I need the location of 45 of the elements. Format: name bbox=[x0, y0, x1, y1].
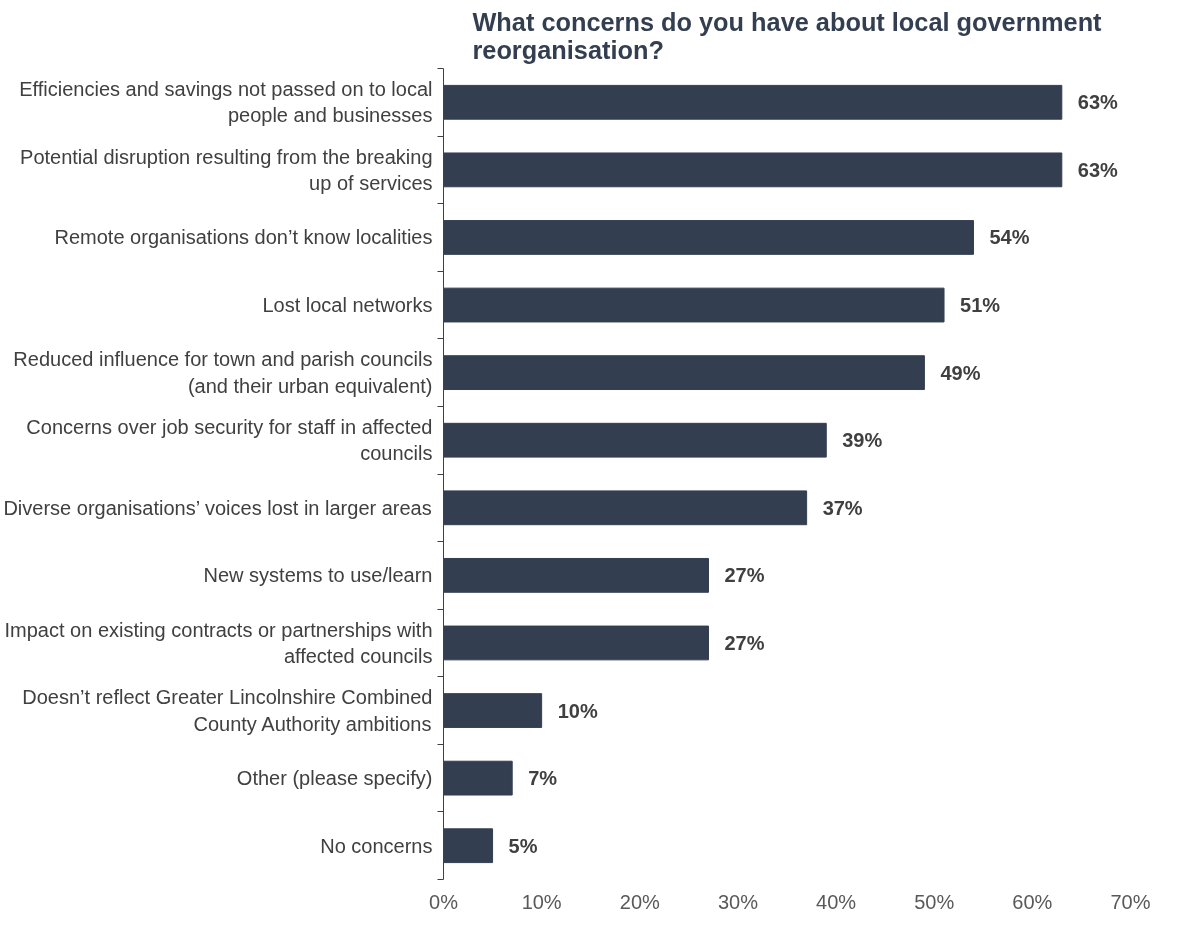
x-tick-label: 60% bbox=[1012, 890, 1053, 913]
bar bbox=[443, 828, 494, 864]
data-label: 54% bbox=[989, 226, 1030, 249]
data-label: 5% bbox=[508, 834, 538, 857]
y-tick-label: Remote organisations don’t know localities bbox=[54, 226, 433, 249]
bar bbox=[443, 287, 945, 323]
bar bbox=[443, 422, 827, 458]
bar bbox=[443, 220, 974, 255]
y-tick-label: Impact on existing contracts or partnerships with affected councils bbox=[4, 618, 433, 668]
y-tick-label: New systems to use/learn bbox=[203, 564, 433, 587]
bar bbox=[443, 625, 709, 661]
y-tick-label: No concerns bbox=[320, 834, 433, 857]
x-tick-label: 10% bbox=[521, 890, 562, 913]
data-label: 63% bbox=[1077, 158, 1119, 181]
bar bbox=[443, 152, 1063, 188]
data-label: 63% bbox=[1077, 91, 1119, 114]
x-tick-label: 50% bbox=[914, 890, 955, 913]
data-label: 7% bbox=[528, 767, 558, 790]
x-tick-label: 70% bbox=[1110, 890, 1151, 913]
y-tick-label: Diverse organisations’ voices lost in larger areas bbox=[3, 496, 432, 519]
y-tick-label: Doesn’t reflect Greater Lincolnshire Combined County Authority ambitions bbox=[22, 686, 433, 735]
chart-title: What concerns do you have about local government reorganisation? bbox=[472, 7, 1103, 64]
data-label: 39% bbox=[842, 429, 883, 452]
bar bbox=[443, 490, 808, 526]
y-tick-label: Lost local networks bbox=[262, 294, 433, 317]
data-label: 37% bbox=[822, 496, 863, 519]
y-tick-label: Potential disruption resulting from the breaking up of services bbox=[20, 145, 433, 195]
x-tick-label: 40% bbox=[816, 890, 857, 913]
bar bbox=[443, 355, 925, 391]
data-label: 27% bbox=[724, 631, 765, 654]
x-tick-label: 20% bbox=[619, 890, 661, 913]
bar bbox=[443, 84, 1063, 120]
data-label: 27% bbox=[724, 564, 765, 587]
data-label: 49% bbox=[940, 361, 981, 384]
y-tick-label: Concerns over job security for staff in affected councils bbox=[26, 416, 433, 465]
bar bbox=[443, 693, 543, 728]
bar bbox=[443, 760, 513, 796]
data-label: 10% bbox=[557, 699, 598, 722]
x-tick-label: 0% bbox=[429, 890, 459, 913]
y-tick-label: Reduced influence for town and parish councils (and their urban equivalent) bbox=[13, 348, 433, 397]
y-tick-label: Efficiencies and savings not passed on to local people and businesses bbox=[19, 78, 433, 127]
data-label: 51% bbox=[960, 294, 1001, 317]
bar bbox=[443, 557, 709, 593]
y-tick-label: Other (please specify) bbox=[236, 767, 433, 790]
x-tick-label: 30% bbox=[717, 890, 759, 913]
